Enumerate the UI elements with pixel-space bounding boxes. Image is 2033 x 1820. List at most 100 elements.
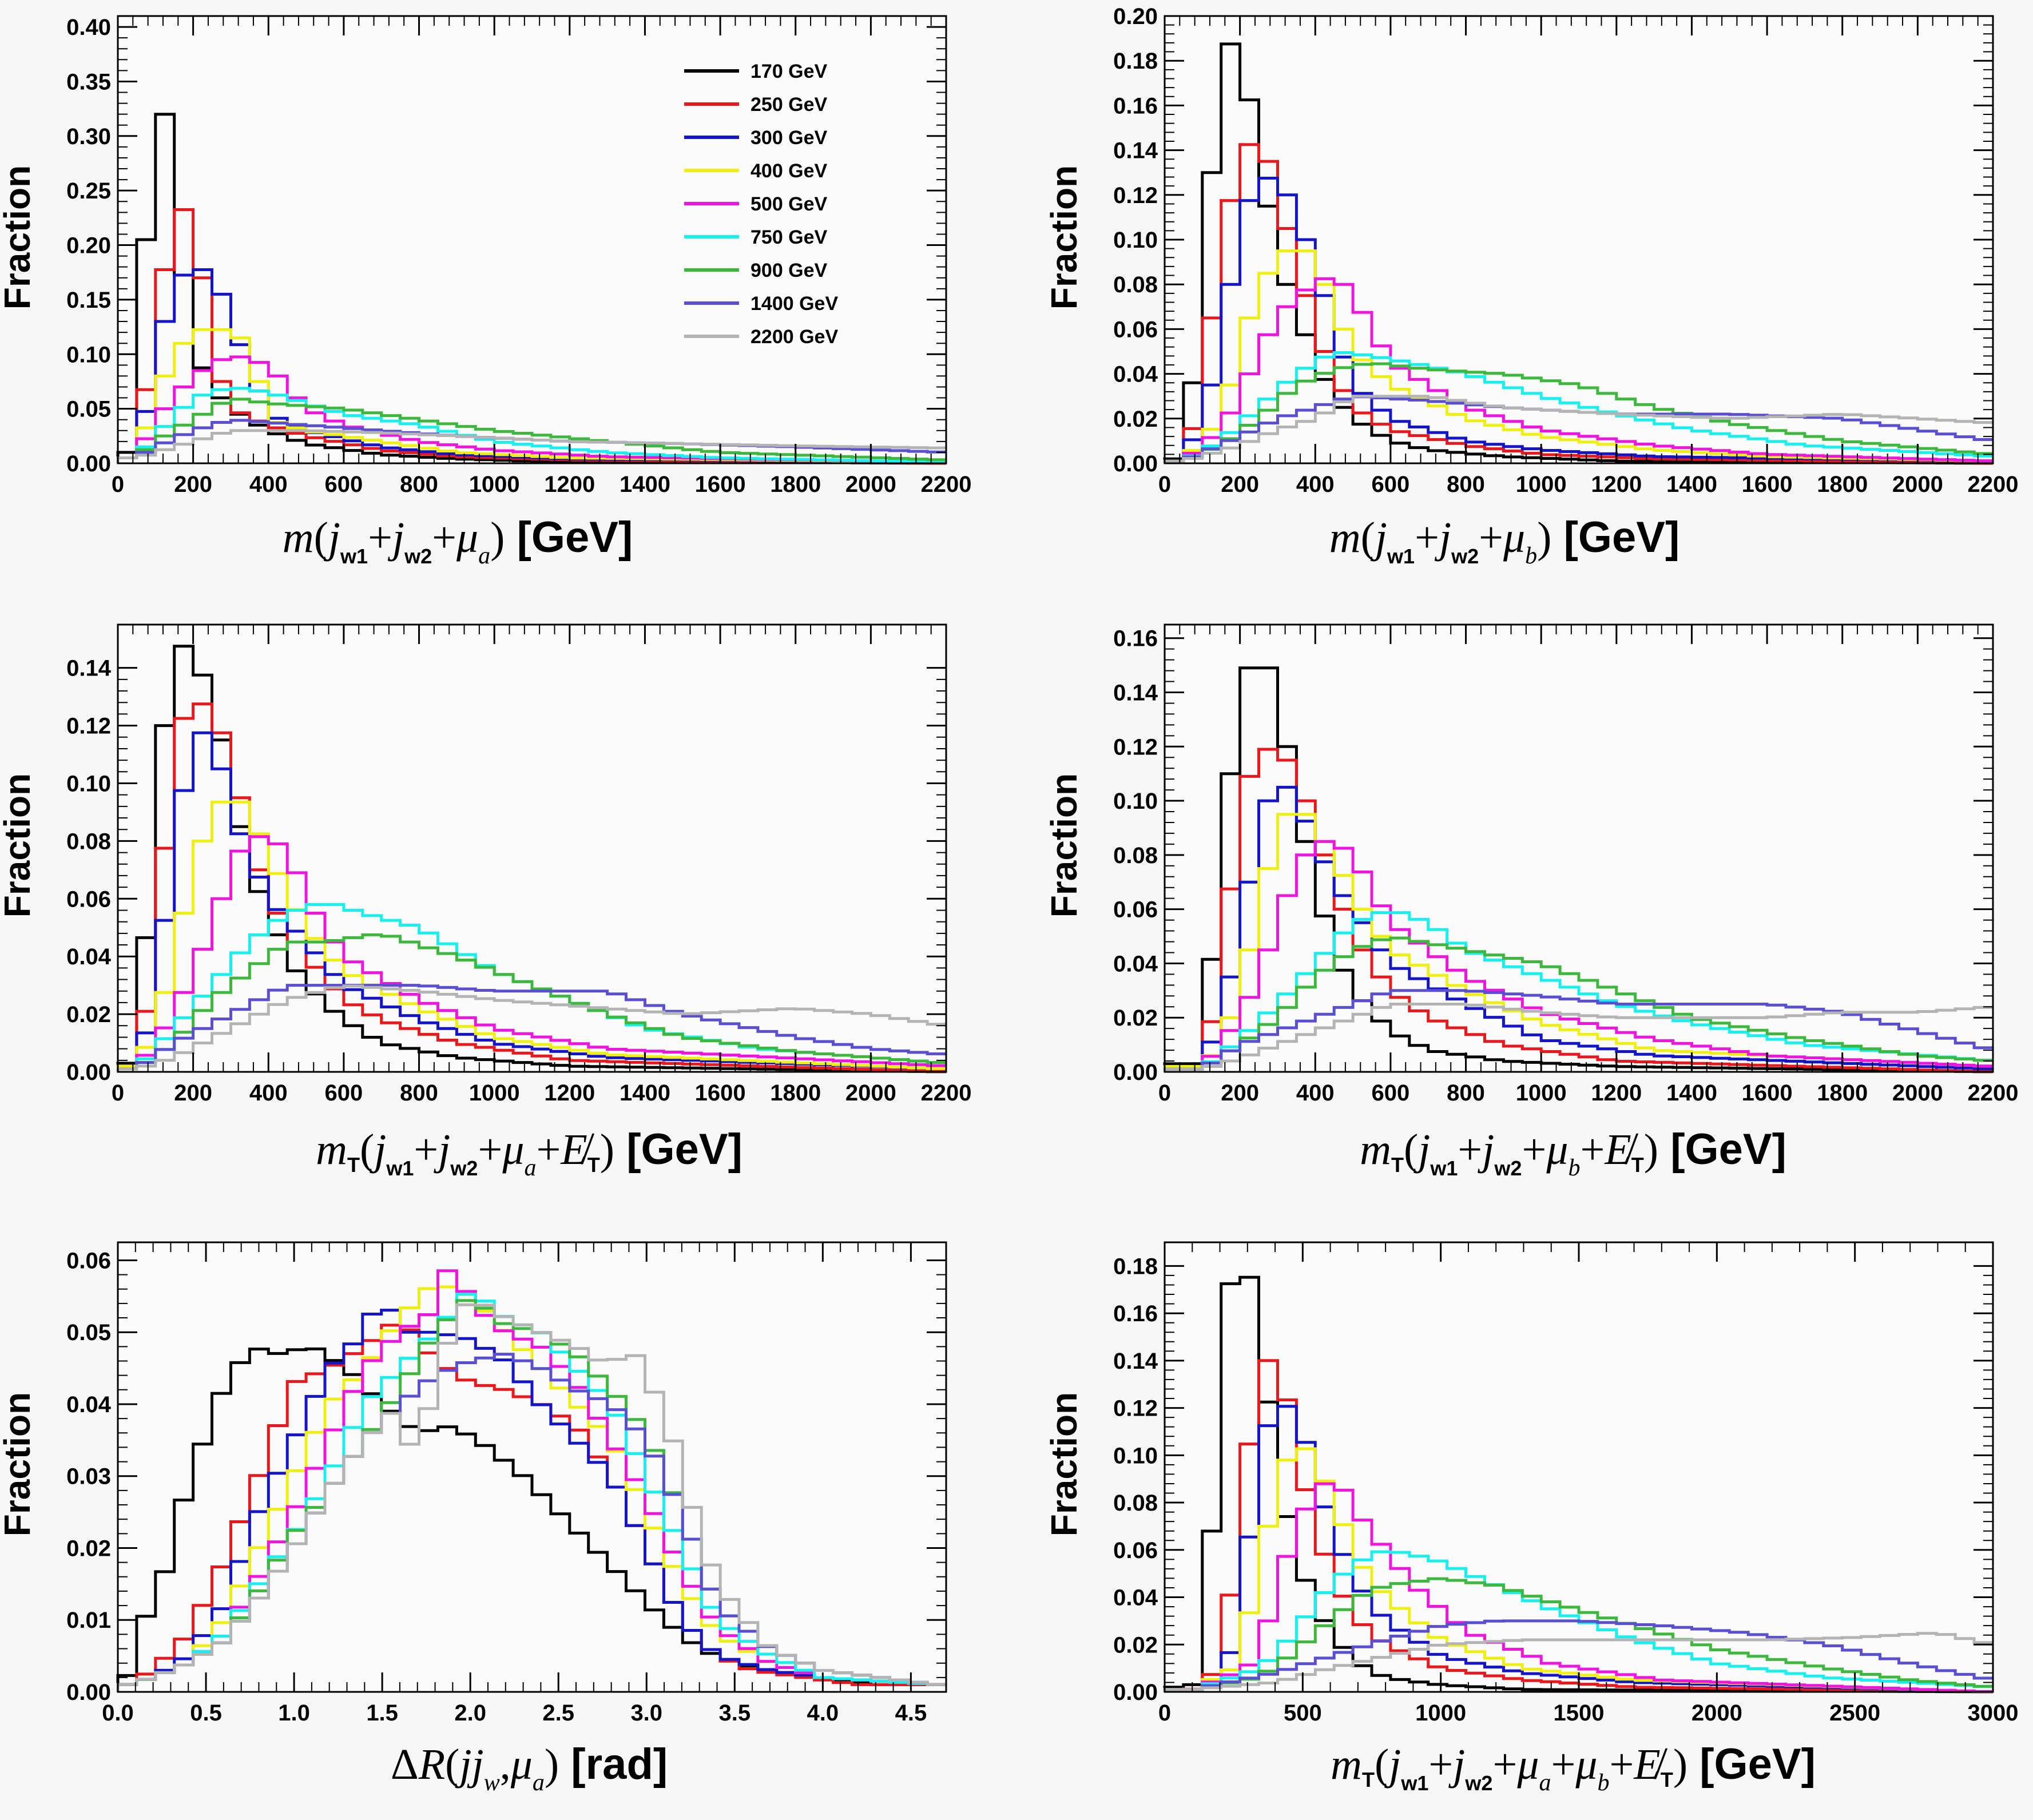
x-tick-label-b: 2200 — [1968, 472, 2019, 497]
x-tick-label-b: 2000 — [1892, 472, 1943, 497]
legend-label-400-gev: 400 GeV — [751, 160, 828, 182]
x-tick-label-c: 1400 — [620, 1080, 670, 1106]
y-tick-label-f: 0.16 — [1113, 1301, 1158, 1326]
x-tick-label-a: 600 — [325, 472, 363, 497]
y-tick-label-c: 0.02 — [66, 1002, 111, 1027]
x-tick-label-b: 1400 — [1666, 472, 1717, 497]
x-tick-label-d: 200 — [1221, 1080, 1259, 1106]
x-tick-label-f: 2000 — [1691, 1700, 1742, 1726]
series-line-c-400-gev — [116, 800, 946, 1072]
y-tick-label-b: 0.08 — [1113, 272, 1158, 297]
panel-d: Fraction mT(jw1+jw2+μb+E̸T) [GeV] 0.00 0.… — [1043, 623, 2018, 1181]
y-tick-label-b: 0.14 — [1113, 138, 1158, 164]
series-line-f-900-gev — [1163, 1577, 1993, 1692]
legend-label-300-gev: 300 GeV — [751, 127, 828, 149]
y-tick-label-c: 0.06 — [66, 887, 111, 912]
panel-b: Fraction m(jw1+jw2+μb) [GeV] 0.00 0.02 0.0… — [1043, 4, 2018, 569]
y-tick-label-e: 0.03 — [66, 1464, 111, 1489]
y-tick-label-e: 0.00 — [66, 1680, 111, 1705]
y-tick-label-a: 0.35 — [66, 69, 111, 94]
y-tick-label-b: 0.20 — [1113, 4, 1158, 29]
y-tick-label-f: 0.06 — [1113, 1538, 1158, 1563]
y-tick-label-b: 0.00 — [1113, 451, 1158, 476]
y-tick-label-d: 0.00 — [1113, 1060, 1158, 1085]
legend-label-500-gev: 500 GeV — [751, 193, 828, 215]
series-line-d-1400-gev — [1163, 989, 1993, 1072]
legend-label-170-gev: 170 GeV — [751, 61, 828, 82]
x-tick-label-e: 1.5 — [366, 1700, 398, 1726]
x-tick-label-f: 3000 — [1968, 1700, 2019, 1726]
x-tick-label-a: 200 — [174, 472, 212, 497]
series-line-e-2200-gev — [116, 1303, 946, 1692]
x-tick-label-d: 800 — [1447, 1080, 1485, 1106]
x-tick-label-f: 500 — [1284, 1700, 1322, 1726]
plot-area-c — [118, 625, 946, 1072]
x-tick-label-b: 1600 — [1742, 472, 1793, 497]
panel-c: Fraction mT(jw1+jw2+μa+E̸T) [GeV] 0.000.… — [0, 623, 972, 1181]
x-tick-label-c: 2000 — [845, 1080, 896, 1106]
y-tick-label-a: 0.40 — [66, 15, 111, 40]
series-line-c-900-gev — [116, 933, 946, 1072]
x-tick-label-b: 1200 — [1591, 472, 1642, 497]
x-tick-label-e: 4.0 — [807, 1700, 839, 1726]
panel-f-ylabel: Fraction — [1043, 1392, 1085, 1536]
x-tick-label-d: 1400 — [1666, 1080, 1717, 1106]
panel-a-ylabel-group: Fraction — [0, 165, 38, 309]
series-line-b-900-gev — [1163, 362, 1993, 463]
x-tick-label-c: 2200 — [921, 1080, 972, 1106]
x-tick-label-e: 1.0 — [278, 1700, 310, 1726]
y-tick-label-f: 0.02 — [1113, 1632, 1158, 1658]
series-line-f-500-gev — [1163, 1482, 1993, 1693]
x-tick-label-c: 200 — [174, 1080, 212, 1106]
series-line-b-750-gev — [1163, 351, 1993, 463]
x-tick-label-b: 800 — [1447, 472, 1485, 497]
y-tick-label-a: 0.05 — [66, 397, 111, 422]
panel-a: Fraction m(jw1+jw2+μa) [GeV] 0.00 0.05 0.1… — [0, 15, 971, 569]
x-tick-label-d: 1200 — [1591, 1080, 1642, 1106]
x-tick-label-e: 2.0 — [454, 1700, 486, 1726]
y-tick-label-d: 0.02 — [1113, 1006, 1158, 1031]
plot-frame-d — [1164, 623, 1994, 1073]
panel-a-xlabel: m(jw1+jw2+μa) [GeV] — [283, 513, 633, 569]
x-tick-label-a: 400 — [249, 472, 288, 497]
x-tick-label-a: 1000 — [469, 472, 520, 497]
series-line-b-250-gev — [1163, 143, 1993, 465]
y-tick-label-b: 0.06 — [1113, 317, 1158, 342]
x-tick-label-e: 0.5 — [190, 1700, 222, 1726]
x-tick-label-a: 1200 — [544, 472, 595, 497]
y-tick-label-f: 0.08 — [1113, 1491, 1158, 1516]
y-tick-label-d: 0.04 — [1113, 951, 1158, 976]
x-tick-label-b: 0 — [1158, 472, 1171, 497]
panel-d-ylabel-group: Fraction — [1043, 773, 1085, 917]
series-line-d-900-gev — [1163, 936, 1993, 1072]
x-tick-label-a: 2000 — [845, 472, 896, 497]
x-tick-label-e: 3.0 — [630, 1700, 662, 1726]
y-tick-label-b: 0.12 — [1113, 183, 1158, 208]
panel-a-ylabel: Fraction — [0, 165, 38, 309]
panel-b-ylabel: Fraction — [1043, 165, 1085, 309]
y-tick-label-c: 0.08 — [66, 829, 111, 854]
panel-b-ylabel-group: Fraction — [1043, 165, 1085, 309]
x-tick-label-e: 3.5 — [718, 1700, 751, 1726]
y-tick-label-f: 0.14 — [1113, 1349, 1158, 1374]
y-tick-label-d: 0.14 — [1113, 680, 1158, 705]
y-tick-label-c: 0.12 — [66, 714, 111, 739]
panel-e-ylabel-group: Fraction — [0, 1392, 38, 1536]
legend-label-900-gev: 900 GeV — [751, 260, 828, 281]
y-tick-label-b: 0.18 — [1113, 49, 1158, 74]
y-tick-label-d: 0.08 — [1113, 843, 1158, 868]
x-tick-label-b: 1000 — [1516, 472, 1567, 497]
y-tick-label-b: 0.04 — [1113, 362, 1158, 387]
panel-d-xlabel: mT(jw1+jw2+μb+E̸T) [GeV] — [1360, 1125, 1786, 1181]
legend-label-750-gev: 750 GeV — [751, 226, 828, 248]
x-tick-label-a: 1400 — [620, 472, 670, 497]
series-line-c-2200-gev — [116, 984, 946, 1072]
panel-e-ylabel: Fraction — [0, 1392, 38, 1536]
y-tick-label-e: 0.06 — [66, 1248, 111, 1273]
y-tick-label-e: 0.02 — [66, 1536, 111, 1561]
series-line-a-900-gev — [116, 398, 946, 463]
panel-f-ylabel-group: Fraction — [1043, 1392, 1085, 1536]
y-tick-label-f: 0.10 — [1113, 1443, 1158, 1468]
y-tick-label-a: 0.10 — [66, 342, 111, 367]
